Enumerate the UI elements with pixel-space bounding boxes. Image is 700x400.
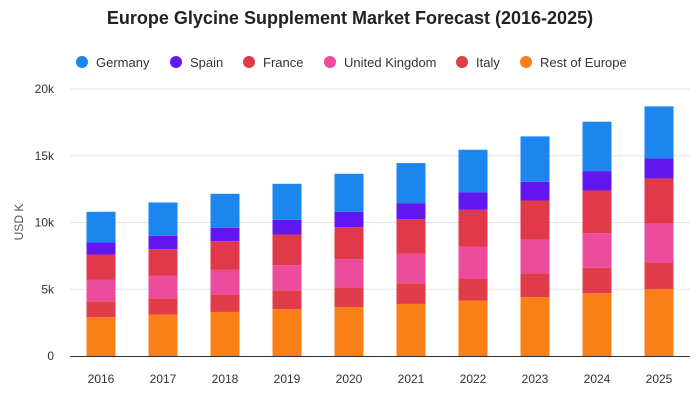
bar-spain-2021 bbox=[396, 203, 426, 220]
bar-germany-2019 bbox=[272, 183, 302, 220]
x-tick-label: 2025 bbox=[646, 372, 673, 386]
bar-spain-2017 bbox=[148, 235, 178, 250]
bar-germany-2016 bbox=[86, 211, 116, 243]
bar-united-kingdom-2021 bbox=[396, 253, 426, 284]
bar-rest-of-europe-2021 bbox=[396, 303, 426, 356]
x-tick-label: 2023 bbox=[522, 372, 549, 386]
bar-spain-2023 bbox=[520, 181, 550, 201]
bar-united-kingdom-2019 bbox=[272, 265, 302, 291]
legend-label: Spain bbox=[190, 54, 224, 70]
bar-spain-2018 bbox=[210, 227, 240, 242]
x-tick-label: 2024 bbox=[584, 372, 611, 386]
legend-item-spain[interactable]: Spain bbox=[170, 53, 223, 71]
bar-france-2017 bbox=[148, 249, 178, 276]
bar-germany-2020 bbox=[334, 173, 364, 212]
y-tick-label: 10k bbox=[35, 216, 55, 230]
legend-item-rest-of-europe[interactable]: Rest of Europe bbox=[520, 53, 627, 71]
legend-label: Germany bbox=[96, 54, 150, 70]
bar-rest-of-europe-2020 bbox=[334, 307, 364, 356]
bar-germany-2018 bbox=[210, 193, 240, 228]
bar-france-2025 bbox=[644, 178, 674, 224]
bar-italy-2021 bbox=[396, 283, 426, 304]
bar-spain-2022 bbox=[458, 192, 488, 210]
bar-germany-2023 bbox=[520, 136, 550, 182]
legend-item-germany[interactable]: Germany bbox=[76, 53, 149, 71]
bar-united-kingdom-2020 bbox=[334, 259, 364, 288]
legend-label: Italy bbox=[476, 54, 500, 70]
bar-italy-2018 bbox=[210, 294, 240, 312]
bar-united-kingdom-2025 bbox=[644, 223, 674, 263]
bar-united-kingdom-2024 bbox=[582, 233, 612, 268]
y-tick-label: 15k bbox=[35, 149, 55, 163]
bar-united-kingdom-2016 bbox=[86, 279, 116, 302]
legend-swatch bbox=[324, 56, 336, 68]
bar-spain-2025 bbox=[644, 158, 674, 179]
legend-swatch bbox=[456, 56, 468, 68]
bar-united-kingdom-2023 bbox=[520, 239, 550, 274]
legend-label: France bbox=[263, 54, 304, 70]
bar-germany-2021 bbox=[396, 163, 426, 204]
bar-spain-2019 bbox=[272, 219, 302, 235]
bar-italy-2017 bbox=[148, 298, 178, 315]
bar-france-2022 bbox=[458, 209, 488, 247]
legend-label: United Kingdom bbox=[344, 54, 437, 70]
bar-france-2020 bbox=[334, 227, 364, 260]
bar-italy-2024 bbox=[582, 267, 612, 294]
x-tick-label: 2018 bbox=[212, 372, 239, 386]
bar-germany-2022 bbox=[458, 149, 488, 193]
bar-rest-of-europe-2024 bbox=[582, 293, 612, 356]
legend-item-france[interactable]: France bbox=[243, 53, 303, 71]
bar-rest-of-europe-2017 bbox=[148, 314, 178, 356]
bar-rest-of-europe-2016 bbox=[86, 317, 116, 356]
y-axis-title: USD K bbox=[12, 204, 26, 241]
x-tick-label: 2021 bbox=[398, 372, 425, 386]
bar-rest-of-europe-2018 bbox=[210, 311, 240, 356]
legend-label: Rest of Europe bbox=[540, 54, 627, 70]
legend-item-united-kingdom[interactable]: United Kingdom bbox=[324, 53, 437, 71]
bar-france-2018 bbox=[210, 241, 240, 270]
bar-france-2019 bbox=[272, 234, 302, 266]
legend-swatch bbox=[243, 56, 255, 68]
bar-rest-of-europe-2019 bbox=[272, 309, 302, 356]
bar-rest-of-europe-2025 bbox=[644, 289, 674, 356]
x-tick-label: 2020 bbox=[336, 372, 363, 386]
legend-item-italy[interactable]: Italy bbox=[456, 53, 500, 71]
x-tick-label: 2022 bbox=[460, 372, 487, 386]
bar-italy-2025 bbox=[644, 262, 674, 290]
y-tick-label: 5k bbox=[41, 282, 55, 296]
bar-france-2024 bbox=[582, 190, 612, 234]
bar-united-kingdom-2017 bbox=[148, 275, 178, 299]
legend: Germany Spain France United Kingdom Italy Res… bbox=[0, 53, 700, 71]
y-tick-label: 0 bbox=[47, 349, 54, 363]
bar-rest-of-europe-2023 bbox=[520, 297, 550, 356]
legend-swatch bbox=[76, 56, 88, 68]
bar-germany-2025 bbox=[644, 106, 674, 159]
bar-united-kingdom-2022 bbox=[458, 246, 488, 279]
bar-italy-2019 bbox=[272, 290, 302, 310]
bar-spain-2024 bbox=[582, 171, 612, 191]
bar-italy-2023 bbox=[520, 273, 550, 298]
x-tick-label: 2019 bbox=[274, 372, 301, 386]
x-tick-label: 2017 bbox=[150, 372, 177, 386]
bar-rest-of-europe-2022 bbox=[458, 300, 488, 356]
bar-spain-2016 bbox=[86, 242, 116, 255]
legend-swatch bbox=[520, 56, 532, 68]
bar-germany-2024 bbox=[582, 121, 612, 172]
bar-france-2016 bbox=[86, 254, 116, 280]
bar-germany-2017 bbox=[148, 202, 178, 236]
bar-spain-2020 bbox=[334, 211, 364, 228]
bar-united-kingdom-2018 bbox=[210, 269, 240, 295]
bar-italy-2022 bbox=[458, 278, 488, 301]
bar-france-2021 bbox=[396, 219, 426, 254]
chart-title: Europe Glycine Supplement Market Forecas… bbox=[106, 8, 594, 28]
x-tick-label: 2016 bbox=[88, 372, 115, 386]
legend-swatch bbox=[170, 56, 182, 68]
bar-italy-2020 bbox=[334, 287, 364, 308]
bar-italy-2016 bbox=[86, 301, 116, 318]
bar-france-2023 bbox=[520, 200, 550, 240]
y-tick-label: 20k bbox=[35, 82, 55, 96]
